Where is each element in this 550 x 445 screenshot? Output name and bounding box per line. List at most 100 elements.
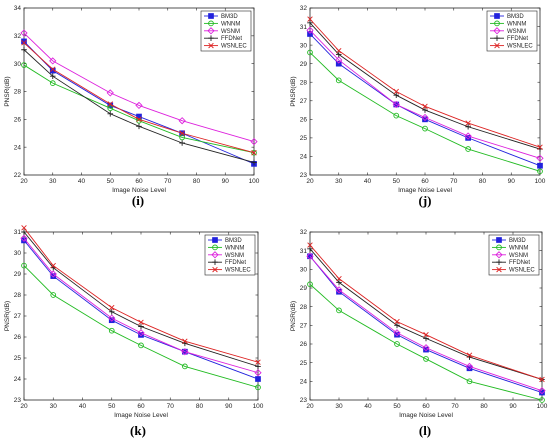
series-line	[23, 49, 255, 163]
legend-marker	[212, 259, 218, 265]
data-point	[539, 376, 545, 383]
data-point	[255, 363, 261, 370]
data-point	[106, 89, 114, 97]
data-point	[137, 329, 145, 337]
y-tick-label: 28	[14, 292, 22, 299]
legend-marker	[494, 13, 500, 19]
series-wsnlec	[307, 16, 543, 150]
legend-marker	[496, 266, 502, 273]
data-point	[466, 365, 473, 372]
legend-marker	[496, 244, 502, 251]
data-point	[394, 318, 400, 325]
data-point	[336, 307, 342, 314]
panel-label: (l)	[419, 423, 431, 438]
y-tick-label: 32	[300, 229, 308, 236]
series-line	[309, 244, 543, 380]
legend-label: FFDNet	[509, 260, 530, 266]
y-tick-label: 23	[300, 172, 308, 179]
y-tick-label: 24	[300, 379, 308, 386]
x-axis-title: Image Noise Level	[399, 412, 453, 419]
legend-marker	[494, 42, 500, 49]
data-point	[49, 80, 56, 87]
y-tick-label: 26	[300, 117, 308, 124]
y-axis-title: PNSR(dB)	[4, 301, 11, 331]
legend-marker	[493, 27, 501, 35]
data-point	[335, 286, 343, 294]
data-point	[466, 378, 473, 385]
data-point	[251, 159, 257, 166]
series-ffdnet	[21, 46, 257, 166]
data-point	[21, 225, 27, 231]
data-point	[307, 20, 313, 26]
y-tick-label: 34	[14, 5, 22, 12]
legend-label: WSNLEC	[225, 268, 251, 274]
series-line	[23, 64, 255, 154]
data-point	[422, 116, 428, 123]
data-point	[108, 314, 116, 322]
x-tick-label: 100	[535, 178, 546, 185]
x-tick-label: 60	[135, 178, 143, 185]
x-tick-label: 80	[196, 403, 204, 410]
y-tick-label: 30	[300, 267, 308, 274]
x-tick-label: 80	[193, 178, 201, 185]
data-point	[394, 322, 400, 329]
series-wsnm	[20, 234, 262, 377]
data-point	[423, 356, 429, 362]
data-point	[335, 56, 343, 64]
data-point	[422, 107, 428, 113]
x-tick-label: 60	[422, 403, 430, 410]
data-point	[393, 92, 400, 99]
x-tick-label: 70	[164, 178, 172, 185]
legend-marker	[496, 259, 502, 265]
series-line	[309, 22, 541, 150]
y-tick-label: 30	[300, 42, 308, 49]
x-tick-label: 20	[306, 403, 314, 410]
legend-label: BM3D	[225, 238, 242, 244]
series-wsnlec	[21, 225, 261, 365]
legend-marker	[208, 13, 214, 19]
y-tick-label: 25	[14, 355, 22, 362]
x-tick-label: 70	[167, 403, 175, 410]
data-point	[107, 101, 113, 107]
x-tick-label: 60	[421, 178, 429, 185]
y-axis-title: PNSR(dB)	[290, 301, 297, 331]
data-point	[539, 389, 545, 396]
data-point	[307, 16, 313, 22]
data-point	[465, 135, 471, 141]
series-wsnm	[306, 26, 544, 162]
x-tick-label: 100	[253, 403, 264, 410]
legend-marker	[494, 35, 500, 41]
series-wnnm	[21, 262, 261, 391]
x-axis-title: Image Noise Level	[114, 412, 168, 419]
data-point	[107, 110, 114, 117]
data-point	[182, 363, 188, 370]
data-point	[423, 346, 429, 353]
y-tick-label: 32	[14, 33, 22, 40]
legend-label: BM3D	[507, 14, 524, 20]
y-tick-label: 28	[300, 79, 308, 86]
series-ffdnet	[307, 20, 543, 152]
series-line	[23, 238, 259, 374]
data-point	[335, 51, 342, 58]
legend-marker	[208, 35, 214, 41]
data-point	[307, 242, 313, 248]
x-tick-label: 70	[450, 178, 458, 185]
x-tick-label: 40	[78, 178, 86, 185]
data-point	[135, 101, 143, 110]
series-wnnm	[307, 281, 545, 403]
y-tick-label: 28	[14, 89, 22, 96]
series-line	[23, 231, 259, 367]
data-point	[336, 275, 342, 282]
x-axis-title: Image Noise Level	[398, 187, 452, 194]
data-point	[255, 359, 261, 365]
x-tick-label: 20	[20, 403, 28, 410]
legend-label: FFDNet	[507, 36, 528, 42]
y-tick-label: 26	[14, 117, 22, 124]
data-point	[109, 304, 115, 311]
data-point	[178, 117, 186, 125]
chart-panel-3: 20 30 40 50 60 70 80 90 100 23 24 25 26 27 28 29 30 31 Ima…	[4, 225, 264, 438]
data-point	[21, 229, 27, 235]
data-point	[20, 234, 28, 242]
